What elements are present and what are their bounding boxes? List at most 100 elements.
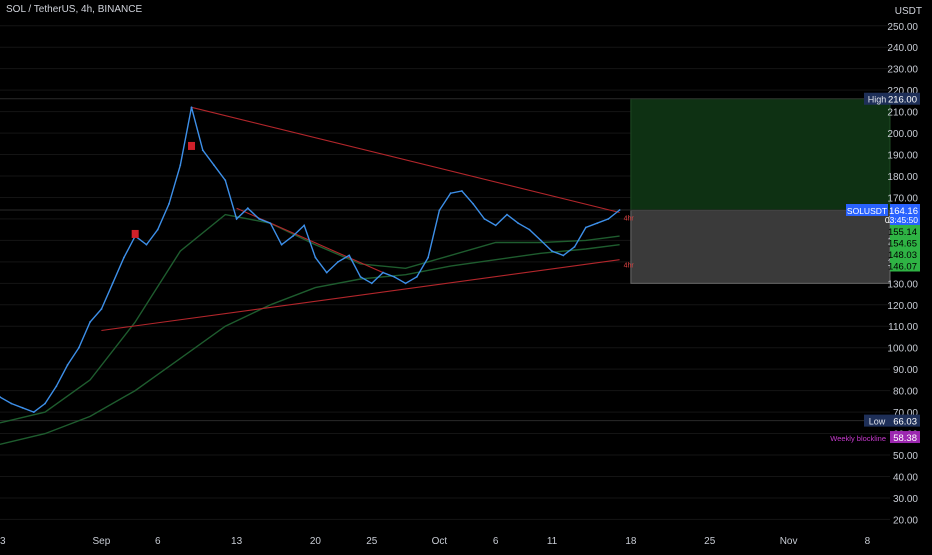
price-point [596, 222, 598, 225]
price-point [607, 218, 610, 220]
price-point [179, 164, 182, 167]
price-point [235, 218, 238, 220]
price-point [348, 254, 351, 257]
price-point [145, 243, 148, 246]
signal-marker [131, 229, 139, 238]
x-tick-label: 6 [155, 536, 161, 547]
ma-value-tag-bg [890, 224, 920, 237]
y-tick-label: 70.00 [893, 408, 918, 419]
price-point [438, 209, 441, 212]
weekly-blockline-value: 58.38 [893, 433, 917, 444]
trendline-label: 4hr [624, 263, 635, 270]
y-tick-label: 30.00 [893, 494, 918, 505]
price-point [123, 256, 125, 259]
price-point [66, 363, 69, 366]
y-tick-label: 220.00 [887, 86, 918, 97]
price-point [370, 282, 373, 285]
current-price-bg [890, 203, 920, 225]
price-point [449, 192, 452, 195]
price-point [551, 250, 553, 253]
y-tick-label: 180.00 [887, 172, 918, 183]
x-tick-label: Nov [780, 536, 798, 547]
current-symbol-bg [846, 203, 888, 216]
low-label: Low [869, 417, 886, 427]
price-point [528, 228, 531, 231]
ma-value-tag: 155.14 [888, 227, 917, 238]
y-tick-label: 100.00 [887, 344, 918, 355]
y-tick-label: 210.00 [887, 108, 918, 119]
x-tick-label: 25 [366, 536, 378, 547]
trendline-1 [191, 106, 620, 214]
x-tick-label: 6 [493, 536, 499, 547]
y-tick-label: 200.00 [887, 129, 918, 140]
price-point [494, 224, 497, 227]
weekly-blockline-value-bg [890, 431, 920, 444]
price-point [0, 396, 1, 398]
price-point [359, 275, 362, 278]
current-price-value: 164.16 [889, 206, 918, 217]
signal-marker [188, 141, 196, 150]
ma-value-tag: 154.65 [888, 238, 917, 249]
price-point [483, 218, 486, 220]
price-point [258, 218, 261, 220]
price-point [213, 164, 215, 167]
x-tick-label: Oct [432, 536, 448, 547]
trendline-2 [101, 259, 620, 332]
low-value-bg [890, 414, 920, 427]
price-point [21, 406, 24, 409]
high-label-bg [864, 92, 890, 105]
price-point [111, 282, 114, 285]
price-point [584, 226, 587, 229]
symbol-title: SOL / TetherUS, 4h, BINANCE [6, 4, 143, 15]
y-tick-label: 230.00 [887, 65, 918, 76]
y-tick-label: 250.00 [887, 22, 918, 33]
x-tick-label: Sep [92, 536, 110, 547]
price-point [506, 213, 508, 216]
price-point [393, 275, 396, 278]
price-point [246, 207, 249, 210]
y-tick-label: 110.00 [888, 322, 918, 333]
x-tick-label: 25 [704, 536, 716, 547]
x-tick-label: 11 [547, 536, 558, 547]
y-tick-label: 90.00 [893, 365, 918, 376]
price-series-line [0, 107, 621, 413]
price-point [325, 271, 328, 274]
ma-value-tag: 148.03 [888, 250, 917, 261]
price-point [190, 106, 193, 109]
y-tick-label: 190.00 [887, 151, 918, 162]
x-tick-label: 13 [231, 536, 243, 547]
price-point [517, 222, 520, 225]
price-point [337, 260, 339, 263]
y-tick-label: 40.00 [893, 472, 918, 483]
price-point [292, 235, 294, 237]
y-tick-label: 20.00 [893, 515, 918, 526]
price-point [314, 256, 317, 259]
profit-zone [630, 98, 891, 211]
loss-zone [630, 209, 891, 284]
currency-label[interactable]: USDT [894, 6, 922, 17]
y-tick-label: 120.00 [887, 301, 918, 312]
low-label-bg [864, 414, 890, 427]
price-point [382, 271, 384, 274]
ma-value-tag-bg [890, 247, 920, 260]
x-tick-label: 8 [865, 536, 871, 547]
price-point [269, 222, 272, 225]
price-point [10, 402, 13, 405]
price-point [460, 190, 463, 192]
high-value-bg [890, 92, 920, 105]
price-point [156, 228, 159, 231]
price-point [573, 245, 576, 248]
price-point [55, 385, 58, 388]
ma-value-tag: 146.07 [888, 261, 917, 272]
y-tick-label: 170.00 [887, 193, 918, 204]
x-tick-label: 23 [0, 536, 6, 547]
price-point [280, 243, 283, 246]
price-point [224, 179, 227, 182]
price-point [415, 275, 418, 278]
moving-average-line-2 [0, 244, 620, 445]
y-tick-label: 240.00 [887, 43, 918, 54]
y-tick-label: 50.00 [893, 451, 918, 462]
trendline-label: 4hr [624, 215, 635, 222]
